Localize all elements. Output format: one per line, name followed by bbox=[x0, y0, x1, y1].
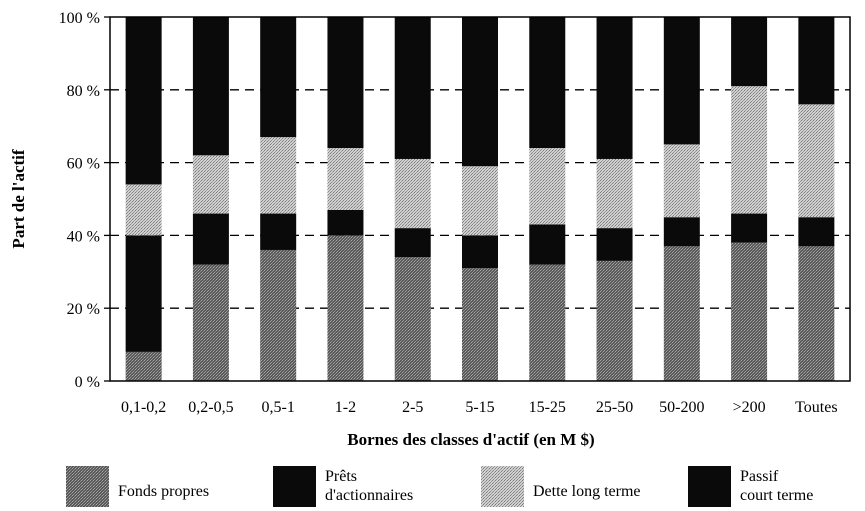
bar-dette-long-terme-15-25 bbox=[529, 148, 566, 225]
bar-prets-d-actionnaires-2-5 bbox=[394, 228, 431, 258]
y-tick-label: 100 % bbox=[59, 10, 100, 27]
x-tick-label: 25-50 bbox=[596, 399, 633, 416]
bar-prets-d-actionnaires-15-25 bbox=[529, 224, 566, 265]
legend-label-passif-court-terme: Passif bbox=[740, 468, 779, 485]
bar-prets-d-actionnaires-50-200 bbox=[663, 217, 700, 247]
bar-dette-long-terme-0-2-0-5 bbox=[192, 155, 229, 214]
legend-swatch-dette-long-terme bbox=[481, 466, 524, 507]
bar-fonds-propres-50-200 bbox=[663, 246, 700, 381]
x-tick-label: 1-2 bbox=[335, 399, 356, 416]
bar-dette-long-terme-50-200 bbox=[663, 144, 700, 218]
plot-frame bbox=[109, 16, 851, 382]
bar-passif-court-terme-1-2 bbox=[327, 17, 364, 149]
bar-passif-court-terme-0-1-0-2 bbox=[125, 17, 162, 185]
x-tick-label: >200 bbox=[733, 399, 766, 416]
bar-passif-court-terme-5-15 bbox=[462, 17, 498, 167]
bar-dette-long-terme-toutes bbox=[798, 104, 835, 218]
bar-prets-d-actionnaires-0-1-0-2 bbox=[125, 235, 162, 352]
bar-passif-court-terme-toutes bbox=[798, 17, 835, 105]
legend-label-dette-long-terme: Dette long terme bbox=[533, 483, 641, 500]
bar-passif-court-terme-200 bbox=[731, 17, 768, 87]
bar-prets-d-actionnaires-1-2 bbox=[327, 209, 364, 236]
bar-passif-court-terme-15-25 bbox=[529, 17, 566, 149]
bar-fonds-propres-1-2 bbox=[327, 235, 364, 381]
bar-prets-d-actionnaires-toutes bbox=[798, 217, 835, 247]
bar-fonds-propres-0-2-0-5 bbox=[192, 264, 229, 381]
bar-dette-long-terme-2-5 bbox=[394, 158, 431, 229]
y-tick-label: 80 % bbox=[67, 83, 100, 100]
plot-area: 0,1-0,2 0,2-0,5 0,5-1 1-2 2-5 5-15 15-25 25-50 5… bbox=[59, 10, 851, 416]
bar-prets-d-actionnaires-200 bbox=[731, 213, 768, 243]
bar-passif-court-terme-50-200 bbox=[663, 17, 700, 145]
x-tick-label: 0,2-0,5 bbox=[188, 399, 233, 416]
bar-fonds-propres-200 bbox=[731, 242, 768, 381]
legend-swatch-passif-court-terme bbox=[688, 466, 731, 507]
x-tick-label: 0,5-1 bbox=[262, 399, 295, 416]
legend: Fonds propres Prêts d'actionnaires Dette lo… bbox=[66, 466, 813, 507]
y-tick-label: 40 % bbox=[67, 228, 100, 245]
bar-fonds-propres-5-15 bbox=[462, 268, 498, 381]
bar-prets-d-actionnaires-25-50 bbox=[596, 228, 633, 261]
bar-dette-long-terme-200 bbox=[731, 86, 768, 214]
bar-passif-court-terme-0-2-0-5 bbox=[192, 17, 229, 156]
x-tick-label: 0,1-0,2 bbox=[121, 399, 166, 416]
x-tick-label: 5-15 bbox=[465, 399, 494, 416]
x-tick-label: 15-25 bbox=[529, 399, 566, 416]
y-tick-label: 20 % bbox=[67, 301, 100, 318]
legend-label-prets-d-actionnaires: d'actionnaires bbox=[325, 487, 413, 504]
bar-passif-court-terme-25-50 bbox=[596, 17, 633, 159]
bar-prets-d-actionnaires-5-15 bbox=[462, 235, 498, 269]
bar-dette-long-terme-1-2 bbox=[327, 148, 364, 210]
x-tick-label: 50-200 bbox=[659, 399, 704, 416]
bar-fonds-propres-15-25 bbox=[529, 264, 566, 381]
bar-fonds-propres-2-5 bbox=[394, 257, 431, 381]
x-axis-label: Bornes des classes d'actif (en M $) bbox=[347, 430, 594, 449]
legend-swatch-fonds-propres bbox=[66, 466, 109, 507]
bar-dette-long-terme-25-50 bbox=[596, 158, 633, 229]
bar-dette-long-terme-0-5-1 bbox=[260, 137, 297, 214]
bar-dette-long-terme-0-1-0-2 bbox=[125, 184, 162, 236]
x-tick-label: 2-5 bbox=[402, 399, 423, 416]
bar-passif-court-terme-2-5 bbox=[394, 17, 431, 159]
bar-dette-long-terme-5-15 bbox=[462, 166, 498, 236]
legend-label-passif-court-terme: court terme bbox=[740, 487, 813, 504]
bar-prets-d-actionnaires-0-5-1 bbox=[260, 213, 297, 250]
bar-fonds-propres-25-50 bbox=[596, 260, 633, 381]
bar-fonds-propres-0-1-0-2 bbox=[125, 351, 162, 381]
bar-passif-court-terme-0-5-1 bbox=[260, 17, 297, 138]
legend-swatch-prets-d-actionnaires bbox=[273, 466, 316, 507]
bar-fonds-propres-toutes bbox=[798, 246, 835, 381]
y-tick-label: 0 % bbox=[75, 374, 100, 391]
y-axis-label: Part de l'actif bbox=[9, 149, 28, 248]
bar-prets-d-actionnaires-0-2-0-5 bbox=[192, 213, 229, 265]
legend-label-fonds-propres: Fonds propres bbox=[118, 483, 209, 500]
y-tick-label: 60 % bbox=[67, 156, 100, 173]
x-tick-label: Toutes bbox=[795, 399, 837, 416]
bar-fonds-propres-0-5-1 bbox=[260, 249, 297, 381]
legend-label-prets-d-actionnaires: Prêts bbox=[325, 468, 357, 485]
